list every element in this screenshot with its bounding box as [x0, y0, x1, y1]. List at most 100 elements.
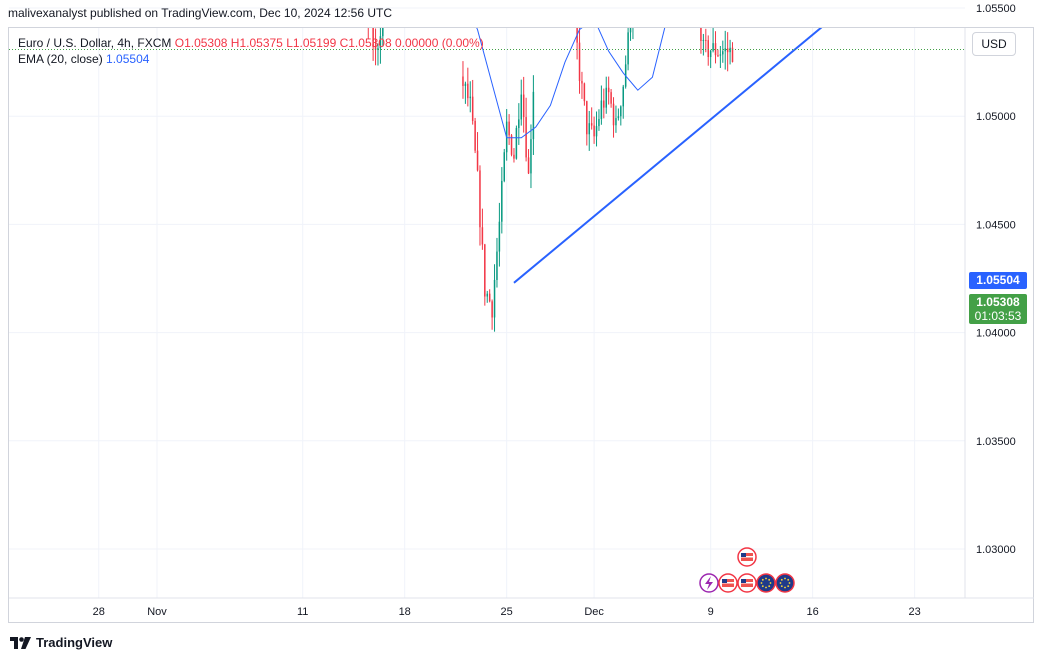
candle-body [603, 100, 605, 108]
tradingview-footer[interactable]: TradingView [10, 635, 112, 650]
candle-body [469, 96, 472, 99]
price-tick-label: 1.05000 [976, 111, 1016, 123]
eu-star [760, 582, 763, 584]
candle-body [484, 244, 486, 297]
candle-body [620, 106, 622, 117]
candle-body [530, 139, 532, 174]
us-flag-event-icon[interactable] [737, 547, 757, 567]
eu-flag-event-icon[interactable] [775, 573, 795, 593]
grid [9, 7, 965, 598]
eu-star [780, 578, 783, 581]
candle-body [595, 126, 598, 137]
candle-body [581, 80, 583, 84]
candle-body [717, 55, 719, 57]
time-tick-label: 16 [807, 606, 819, 618]
candle-body [617, 116, 620, 119]
us-flag-event-icon[interactable] [737, 573, 757, 593]
price-tick-label: 1.03500 [976, 436, 1016, 448]
candle-body [426, 0, 428, 3]
ema-20-line [476, 28, 666, 139]
eu-star [768, 585, 771, 588]
candle-body [612, 103, 615, 126]
candle-body [593, 125, 595, 137]
eu-flag-event-icon[interactable] [756, 573, 776, 593]
eu-star [787, 578, 790, 581]
candle-body [688, 0, 690, 7]
time-tick-label: 11 [297, 606, 308, 618]
time-tick-label: Nov [147, 606, 167, 618]
us-flag-event-icon[interactable] [718, 573, 738, 593]
candle-body [600, 100, 603, 119]
candle-body [503, 152, 506, 181]
candle-body [392, 0, 394, 5]
ema-price-badge: 1.05504 [969, 272, 1027, 289]
lightning-glyph [705, 576, 713, 590]
candle-body [702, 39, 705, 42]
candle-body [513, 154, 515, 159]
candle-body [707, 40, 709, 58]
candle-body [709, 50, 712, 58]
candle-body [698, 0, 700, 5]
candle-body [385, 9, 387, 11]
candle-body [726, 48, 729, 53]
candle-body [471, 96, 474, 121]
last-price-value: 1.05308 [976, 295, 1020, 309]
flag-stripe [722, 582, 734, 584]
candle-body [374, 47, 377, 50]
candle-body [389, 0, 391, 5]
time-tick-label: 23 [909, 606, 921, 618]
eu-star [768, 578, 771, 581]
last-price-badge: 1.05308 01:03:53 [969, 294, 1027, 324]
candle-body [488, 293, 491, 302]
price-tick-label: 1.03000 [976, 544, 1016, 556]
candle-body [635, 0, 637, 4]
candle-body [501, 180, 503, 222]
eu-star [765, 577, 767, 580]
price-tick-label: 1.05500 [976, 3, 1016, 15]
candle-body [532, 91, 535, 140]
candle-body [576, 28, 578, 43]
candle-body [467, 83, 469, 99]
tradingview-logo-icon [10, 636, 31, 649]
candle-body [610, 92, 612, 104]
candle-body [607, 87, 610, 93]
candle-body [527, 157, 530, 174]
candle-body [574, 0, 576, 11]
candle-body [382, 28, 384, 37]
time-tick-label: 9 [708, 606, 714, 618]
eu-star [769, 582, 772, 584]
flag-stripe [741, 582, 753, 584]
candle-body [522, 94, 525, 118]
lightning-event-icon[interactable] [699, 573, 719, 593]
candle-body [578, 42, 581, 81]
economic-events [699, 547, 795, 593]
candle-body [525, 117, 527, 158]
channel-lower-trendline [513, 28, 823, 284]
time-tick-label: 25 [501, 606, 513, 618]
price-tick-label: 1.04500 [976, 219, 1016, 231]
candle-body [729, 47, 731, 53]
candle-body [481, 227, 484, 245]
eu-star [788, 582, 791, 584]
candle-body [510, 135, 513, 155]
candle-body [387, 0, 389, 11]
candle-body [493, 279, 496, 318]
eu-star [787, 585, 790, 588]
candle-body [370, 20, 372, 21]
candle-body [518, 119, 520, 129]
candle-body [491, 301, 493, 318]
candle-body [462, 76, 464, 86]
ema-layer [476, 28, 666, 139]
eu-star [780, 585, 783, 588]
candle-body [428, 0, 430, 3]
candle-body [464, 83, 467, 86]
candle-body [583, 83, 586, 102]
eu-star [765, 586, 767, 589]
eu-star [761, 578, 764, 581]
candle-body [372, 28, 374, 48]
candle-body [515, 128, 518, 159]
currency-button[interactable]: USD [972, 32, 1016, 56]
trendlines [513, 28, 823, 284]
eu-star [761, 585, 764, 588]
